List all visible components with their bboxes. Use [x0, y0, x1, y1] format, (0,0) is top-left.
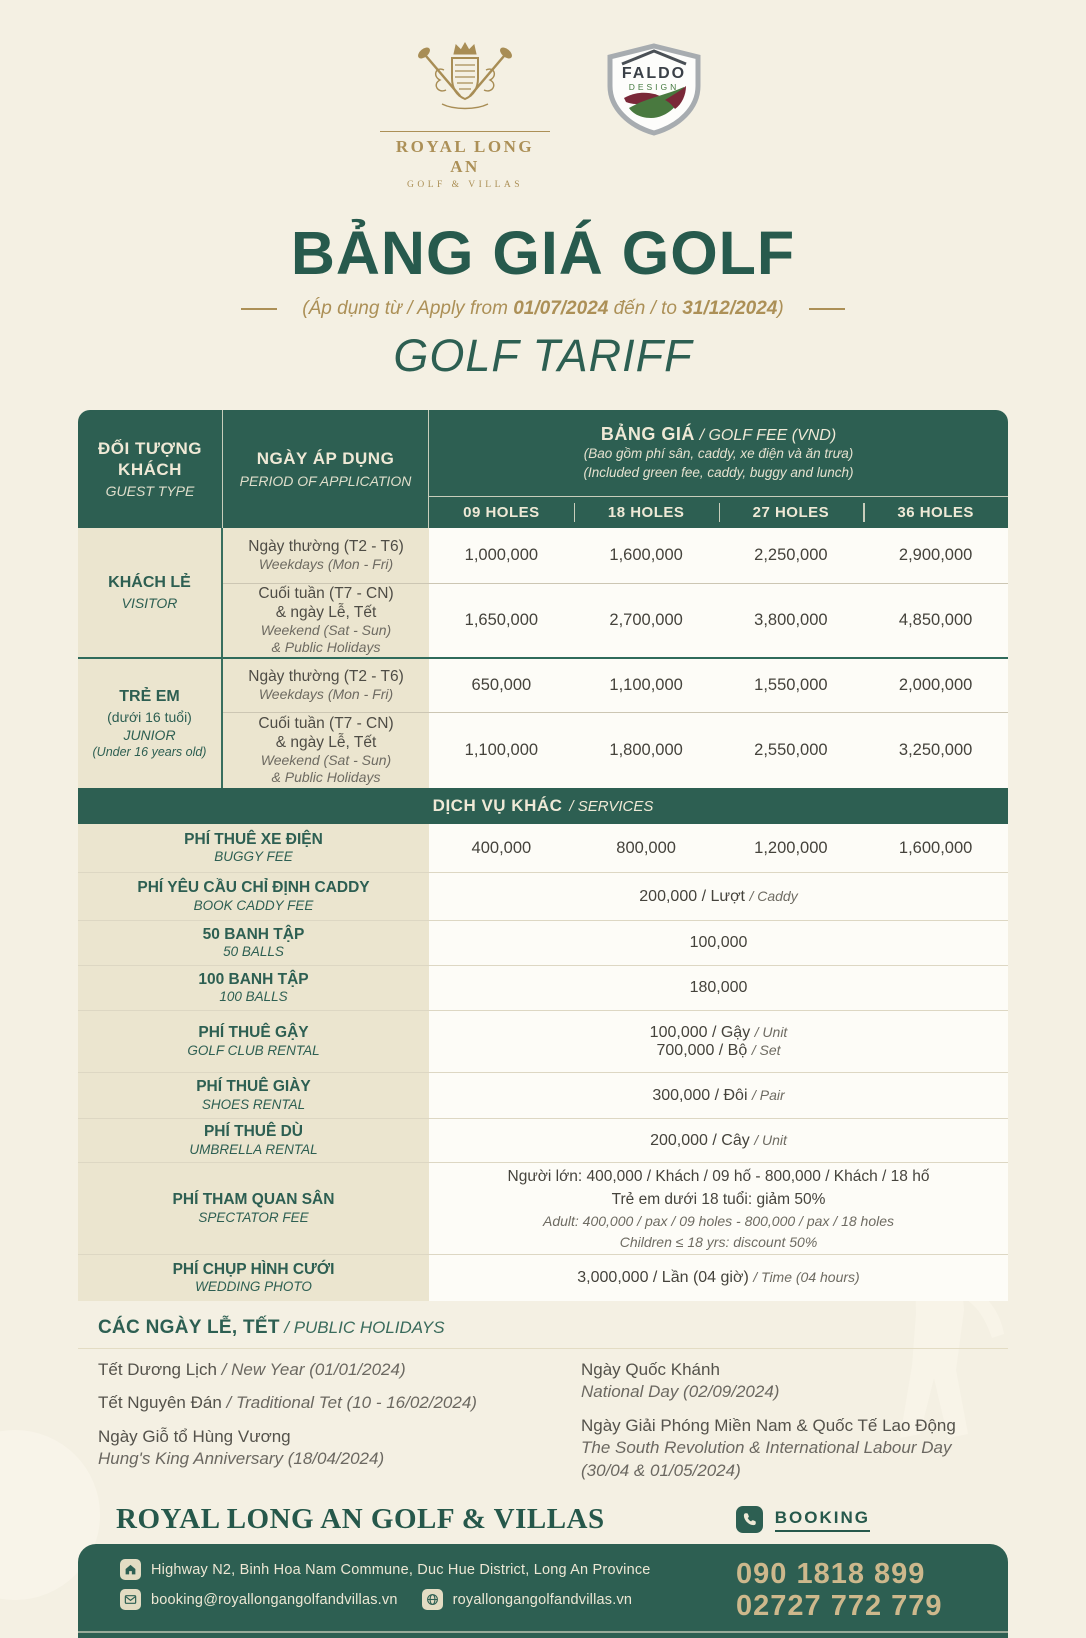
service-value-wedding-photo: 3,000,000 / Lần (04 giờ) / Time (04 hour…	[429, 1254, 1008, 1301]
globe-icon	[421, 1589, 443, 1611]
price-cell: 400,000	[429, 824, 574, 872]
col-header-36-holes: 36 HOLES	[863, 497, 1008, 528]
footer-bar: Highway N2, Binh Hoa Nam Commune, Duc Hu…	[78, 1544, 1008, 1638]
price-cell: 3,250,000	[863, 712, 1008, 788]
royal-logo-name: ROYAL LONG AN	[380, 131, 550, 177]
address-item: Highway N2, Binh Hoa Nam Commune, Duc Hu…	[120, 1559, 651, 1581]
col-header-09-holes: 09 HOLES	[429, 497, 574, 528]
footer-divider	[78, 1631, 1008, 1634]
email-icon	[120, 1589, 141, 1611]
royal-long-an-logo: ROYAL LONG AN GOLF & VILLAS	[380, 40, 550, 190]
service-value-100-balls: 180,000	[429, 965, 1008, 1010]
royal-crest-icon	[418, 41, 512, 110]
service-value-50-balls: 100,000	[429, 920, 1008, 965]
col-header-27-holes: 27 HOLES	[718, 497, 864, 528]
guest-group-visitor: KHÁCH LẺ VISITOR	[78, 528, 223, 657]
service-label-50-balls: 50 BANH TẬP 50 BALLS	[78, 920, 429, 965]
price-cell: 1,000,000	[429, 528, 574, 583]
service-label-spectator-fee: PHÍ THAM QUAN SÂN SPECTATOR FEE	[78, 1162, 429, 1254]
faldo-sub-text: DESIGN	[629, 82, 680, 92]
price-cell: 1,100,000	[429, 712, 574, 788]
price-cell: 1,600,000	[863, 824, 1008, 872]
price-cell: 1,800,000	[573, 712, 719, 788]
service-label-100-balls: 100 BANH TẬP 100 BALLS	[78, 965, 429, 1010]
holiday-item: Ngày Quốc Khánh National Day (02/09/2024…	[581, 1360, 780, 1402]
phone-number-1: 090 1818 899	[736, 1558, 926, 1591]
faldo-name-text: FALDO	[622, 65, 686, 82]
price-cell: 650,000	[429, 657, 574, 712]
service-value-book-caddy: 200,000 / Lượt / Caddy	[429, 872, 1008, 920]
service-value-spectator-fee: Người lớn: 400,000 / Khách / 09 hố - 800…	[429, 1162, 1008, 1254]
booking-phone-numbers[interactable]: 090 1818 899 02727 772 779	[736, 1558, 943, 1638]
phone-number-2: 02727 772 779	[736, 1590, 943, 1623]
price-cell: 1,200,000	[718, 824, 864, 872]
website-item[interactable]: royallongangolfandvillas.vn	[421, 1589, 633, 1611]
address-text: Highway N2, Binh Hoa Nam Commune, Duc Hu…	[151, 1561, 651, 1578]
page-title: BẢNG GIÁ GOLF	[290, 219, 796, 287]
tariff-table: ĐỐI TƯỢNG KHÁCH GUEST TYPE NGÀY ÁP DỤNG …	[78, 410, 1008, 1301]
period-visitor-weekend: Cuối tuần (T7 - CN) & ngày Lễ, Tết Weeke…	[223, 583, 429, 657]
period-visitor-weekday: Ngày thường (T2 - T6) Weekdays (Mon - Fr…	[223, 528, 429, 583]
price-cell: 1,550,000	[718, 657, 864, 712]
services-banner: DỊCH VỤ KHÁC / SERVICES	[78, 788, 1008, 824]
period-junior-weekend: Cuối tuần (T7 - CN) & ngày Lễ, Tết Weeke…	[223, 712, 429, 788]
email-text[interactable]: booking@royallongangolfandvillas.vn	[151, 1591, 398, 1608]
public-holidays-title: CÁC NGÀY LỄ, TẾT / PUBLIC HOLIDAYS	[98, 1317, 445, 1338]
price-cell: 1,600,000	[573, 528, 719, 583]
price-cell: 800,000	[573, 824, 719, 872]
holiday-item: Tết Nguyên Đán / Traditional Tet (10 - 1…	[98, 1393, 477, 1413]
guest-group-junior: TRẺ EM (dưới 16 tuổi) JUNIOR (Under 16 y…	[78, 657, 223, 788]
header-logos: ROYAL LONG AN GOLF & VILLAS FALDO DESIGN	[0, 0, 1086, 190]
service-label-book-caddy: PHÍ YÊU CẦU CHỈ ĐỊNH CADDY BOOK CADDY FE…	[78, 872, 429, 920]
col-header-period: NGÀY ÁP DỤNG PERIOD OF APPLICATION	[223, 410, 429, 528]
price-cell: 2,700,000	[573, 583, 719, 657]
service-value-shoes-rental: 300,000 / Đôi / Pair	[429, 1072, 1008, 1118]
booking-link[interactable]: BOOKING	[735, 1506, 870, 1534]
price-cell: 2,250,000	[718, 528, 864, 583]
service-label-umbrella-rental: PHÍ THUÊ DÙ UMBRELLA RENTAL	[78, 1118, 429, 1162]
email-item[interactable]: booking@royallongangolfandvillas.vn	[120, 1589, 398, 1611]
price-cell: 2,000,000	[863, 657, 1008, 712]
public-holidays-section: CÁC NGÀY LỄ, TẾT / PUBLIC HOLIDAYS Tết D…	[78, 1317, 1008, 1493]
price-cell: 2,900,000	[863, 528, 1008, 583]
service-label-shoes-rental: PHÍ THUÊ GIÀY SHOES RENTAL	[78, 1072, 429, 1118]
page-title-english: GOLF TARIFF	[393, 330, 693, 381]
service-label-buggy-fee: PHÍ THUÊ XE ĐIỆN BUGGY FEE	[78, 824, 429, 872]
col-header-guest-type: ĐỐI TƯỢNG KHÁCH GUEST TYPE	[78, 410, 223, 528]
service-label-club-rental: PHÍ THUÊ GẬY GOLF CLUB RENTAL	[78, 1010, 429, 1072]
home-icon	[120, 1559, 141, 1581]
col-header-18-holes: 18 HOLES	[573, 497, 719, 528]
period-junior-weekday: Ngày thường (T2 - T6) Weekdays (Mon - Fr…	[223, 657, 429, 712]
faldo-shield-icon: FALDO DESIGN	[607, 43, 701, 136]
holiday-item: Ngày Giải Phóng Miền Nam & Quốc Tế Lao Đ…	[581, 1415, 956, 1480]
date-to: 31/12/2024	[682, 298, 778, 319]
price-cell: 1,650,000	[429, 583, 574, 657]
service-value-umbrella-rental: 200,000 / Cây / Unit	[429, 1118, 1008, 1162]
phone-icon	[735, 1506, 763, 1534]
service-label-wedding-photo: PHÍ CHỤP HÌNH CƯỚI WEDDING PHOTO	[78, 1254, 429, 1301]
price-cell: 3,800,000	[718, 583, 864, 657]
divider	[78, 1348, 1008, 1349]
validity-subtitle: (Áp dụng từ / Apply from 01/07/2024 đến …	[0, 298, 1086, 320]
company-name: ROYAL LONG AN GOLF & VILLAS	[116, 1503, 605, 1536]
price-cell: 4,850,000	[863, 583, 1008, 657]
booking-label[interactable]: BOOKING	[774, 1508, 870, 1532]
date-from: 01/07/2024	[513, 298, 609, 319]
holiday-item: Ngày Giỗ tổ Hùng Vương Hung's King Anniv…	[98, 1426, 385, 1469]
footer-top: ROYAL LONG AN GOLF & VILLAS BOOKING	[78, 1503, 1008, 1544]
holiday-item: Tết Dương Lịch / New Year (01/01/2024)	[98, 1360, 406, 1379]
price-cell: 1,100,000	[573, 657, 719, 712]
royal-logo-sub: GOLF & VILLAS	[406, 180, 524, 190]
price-cell: 2,550,000	[718, 712, 864, 788]
col-header-golf-fee: BẢNG GIÁ / GOLF FEE (VND) (Bao gồm phí s…	[429, 410, 1008, 497]
service-value-club-rental: 100,000 / Gậy / Unit 700,000 / Bộ / Set	[429, 1010, 1008, 1072]
faldo-design-logo: FALDO DESIGN	[602, 40, 706, 143]
website-text[interactable]: royallongangolfandvillas.vn	[452, 1591, 633, 1608]
